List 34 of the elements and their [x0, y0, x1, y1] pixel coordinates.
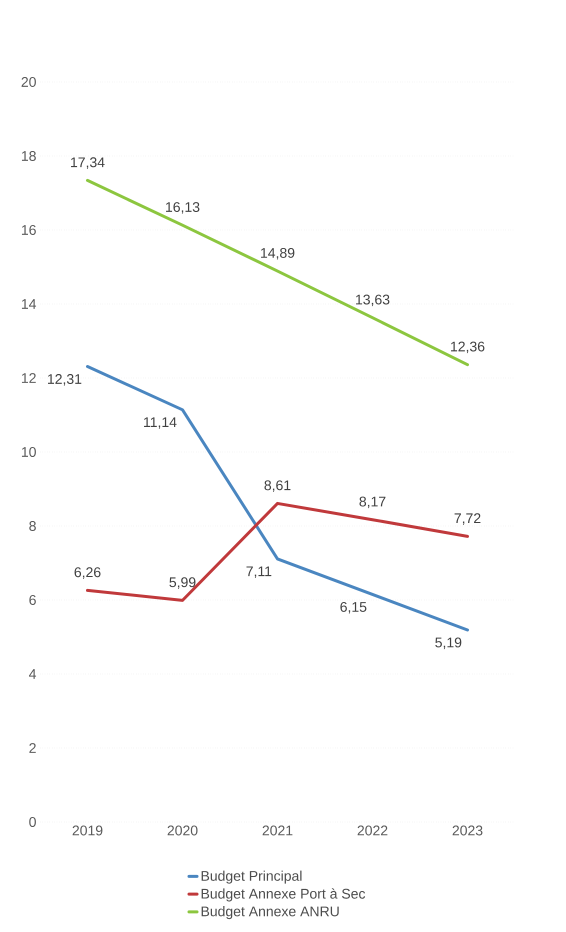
y-tick-label: 10	[22, 447, 36, 457]
data-label: 16,13	[166, 202, 200, 214]
data-label: 8,61	[264, 480, 290, 492]
data-label: 12,36	[451, 342, 484, 354]
data-label: 11,14	[144, 417, 177, 429]
x-tick-label: 2019	[72, 826, 102, 836]
data-label: 5,19	[435, 637, 462, 650]
y-tick-label: 14	[22, 299, 36, 309]
y-tick-label: 2	[29, 743, 36, 753]
data-label: 6,15	[340, 602, 366, 614]
y-tick-label: 16	[22, 225, 36, 235]
x-tick-label: 2022	[358, 826, 388, 836]
data-label: 13,63	[356, 294, 390, 306]
y-tick-label: 4	[28, 669, 36, 679]
x-tick-label: 2023	[452, 826, 482, 836]
data-label: 7,11	[246, 566, 272, 578]
data-label: 5,99	[169, 577, 196, 589]
data-label: 6,26	[74, 567, 101, 579]
y-tick-label: 6	[29, 595, 36, 605]
data-label: 12,31	[48, 374, 82, 386]
data-label: 8,17	[359, 496, 386, 508]
y-tick-label: 18	[22, 151, 36, 161]
y-tick-label: 20	[22, 77, 36, 87]
y-tick-label: 12	[22, 373, 36, 383]
data-label: 7,72	[454, 513, 480, 525]
legend-label: Budget Annexe Port à Sec	[202, 888, 366, 902]
data-label: 14,89	[261, 248, 294, 260]
data-label: 17,34	[71, 157, 105, 169]
legend-label: Budget Annexe ANRU	[202, 906, 339, 920]
x-tick-label: 2020	[168, 826, 198, 836]
y-tick-label: 8	[29, 521, 36, 531]
x-tick-label: 2021	[262, 826, 292, 836]
legend-label: Budget Principal	[202, 870, 302, 884]
y-tick-label: 0	[29, 817, 36, 827]
